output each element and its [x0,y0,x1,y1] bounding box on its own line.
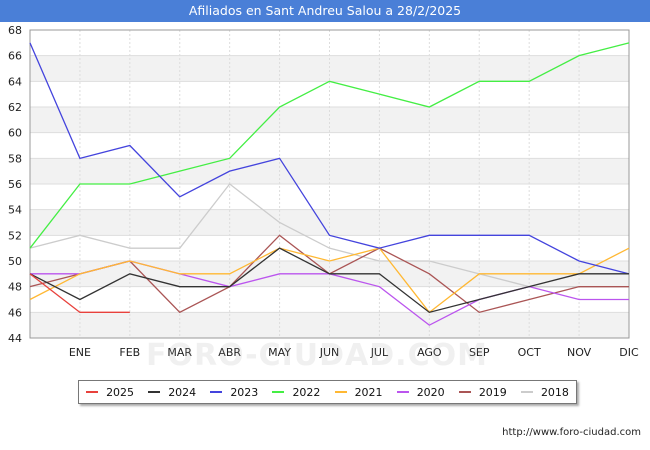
legend-item-2018: 2018 [520,385,569,399]
title-bar [0,0,650,22]
y-tick-label: 56 [8,178,22,191]
legend-swatch [458,391,471,393]
y-tick-label: 54 [8,204,22,217]
y-tick-label: 68 [8,24,22,37]
y-tick-label: 62 [8,101,22,114]
grid-band [30,312,629,338]
x-tick-label: NOV [567,346,592,359]
x-tick-label: FEB [119,346,140,359]
legend-label: 2018 [540,385,569,399]
legend-swatch [86,391,99,393]
series-line-2021 [29,247,630,314]
line-chart: 44 46 48 50 52 54 56 58 60 62 64 66 68 ENE FEB MAR ABR MA… [8,24,639,359]
x-tick-label: OCT [518,346,541,359]
legend-item-2021: 2021 [334,385,383,399]
legend-item-2022: 2022 [272,386,320,399]
x-tick-label: MAY [268,346,291,359]
legend: 2025 2024 2023 2022 2021 2020 2019 2018 [78,380,577,404]
y-tick-label: 66 [8,50,22,63]
legend-label: 2020 [416,385,445,399]
x-tick-label: ABR [218,346,241,359]
legend-swatch [272,391,285,393]
legend-label: 2021 [354,385,383,399]
y-tick-label: 58 [8,152,22,165]
legend-label: 2019 [478,385,507,399]
legend-item-2020: 2020 [396,385,445,399]
legend-swatch [148,391,161,393]
series-line-2024 [29,247,629,314]
legend-item-2025: 2025 [86,386,134,399]
legend-swatch [520,391,533,393]
legend-label: 2024 [168,385,197,399]
legend-item-2019: 2019 [458,385,507,399]
y-tick-label: 60 [8,127,22,140]
x-tick-label: SEP [469,346,490,359]
y-tick-label: 44 [8,332,22,345]
y-tick-label: 50 [8,255,22,268]
source-url[interactable]: http://www.foro-ciudad.com [502,427,641,438]
legend-item-2024: 2024 [148,386,196,399]
x-tick-label: AGO [417,346,442,359]
legend-label: 2023 [230,385,259,399]
legend-label: 2022 [292,385,321,399]
series-line-2025 [29,273,130,313]
series-line-2022 [29,42,630,249]
chart-title: Afiliados en Sant Andreu Salou a 28/2/20… [188,3,462,18]
legend-item-2023: 2023 [210,386,258,399]
x-tick-label: DIC [619,346,639,359]
x-tick-label: JUN [319,346,340,359]
y-tick-label: 48 [8,281,22,294]
y-tick-label: 46 [8,306,22,319]
watermark: FORO-CIUDAD.COM [146,338,488,373]
x-tick-label: MAR [167,346,192,359]
y-tick-label: 52 [8,229,22,242]
legend-swatch [396,391,409,393]
legend-swatch [334,391,347,393]
plot-area [29,29,630,339]
y-tick-label: 64 [8,75,22,88]
x-tick-label: JUL [370,346,389,359]
series-line-2023 [29,42,630,275]
legend-swatch [210,391,223,393]
legend-label: 2025 [106,385,135,399]
x-tick-label: ENE [69,346,91,359]
